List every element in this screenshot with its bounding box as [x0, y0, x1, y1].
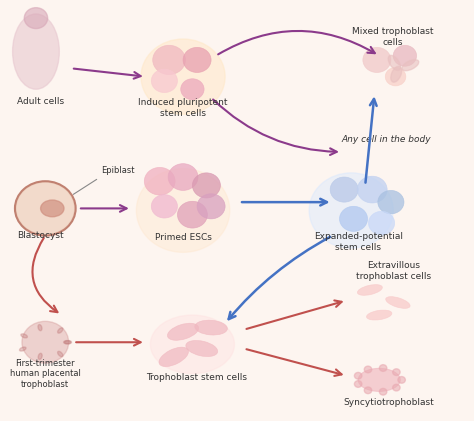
Text: Adult cells: Adult cells	[17, 97, 64, 106]
Circle shape	[363, 48, 391, 72]
Ellipse shape	[388, 55, 401, 70]
Ellipse shape	[41, 200, 64, 217]
Text: Mixed trophoblast
cells: Mixed trophoblast cells	[353, 27, 434, 47]
Ellipse shape	[386, 297, 410, 308]
Text: Primed ESCs: Primed ESCs	[155, 233, 211, 242]
Ellipse shape	[167, 323, 199, 340]
Text: Expanded-potential
stem cells: Expanded-potential stem cells	[314, 232, 403, 252]
Circle shape	[357, 176, 387, 203]
Ellipse shape	[58, 328, 63, 333]
Ellipse shape	[67, 341, 74, 344]
Circle shape	[192, 173, 220, 198]
Ellipse shape	[141, 39, 225, 115]
Text: Trophoblast stem cells: Trophoblast stem cells	[146, 373, 247, 382]
Ellipse shape	[402, 60, 419, 71]
Text: Extravillous
trophoblast cells: Extravillous trophoblast cells	[356, 261, 431, 281]
Ellipse shape	[137, 169, 230, 252]
Circle shape	[153, 45, 185, 75]
Circle shape	[197, 194, 225, 219]
Text: Any cell in the body: Any cell in the body	[341, 135, 431, 144]
Circle shape	[183, 48, 211, 72]
Circle shape	[379, 365, 387, 371]
Circle shape	[355, 373, 362, 379]
Circle shape	[385, 67, 406, 86]
Circle shape	[24, 8, 47, 29]
Ellipse shape	[150, 315, 235, 373]
Circle shape	[181, 79, 204, 100]
Circle shape	[355, 381, 362, 387]
Ellipse shape	[64, 341, 71, 344]
Circle shape	[393, 45, 417, 66]
Circle shape	[378, 190, 404, 214]
Circle shape	[379, 389, 387, 395]
Text: Blastocyst: Blastocyst	[18, 231, 64, 240]
Text: Epiblast: Epiblast	[101, 166, 135, 175]
Circle shape	[330, 177, 358, 202]
Circle shape	[364, 387, 372, 394]
Circle shape	[144, 168, 175, 195]
Ellipse shape	[195, 320, 228, 335]
Ellipse shape	[57, 351, 63, 357]
Circle shape	[151, 69, 177, 93]
Circle shape	[151, 195, 177, 218]
Ellipse shape	[159, 347, 189, 367]
Ellipse shape	[309, 173, 393, 248]
Circle shape	[177, 201, 207, 228]
Ellipse shape	[186, 341, 218, 357]
Circle shape	[339, 206, 367, 232]
Circle shape	[398, 376, 405, 383]
Ellipse shape	[38, 324, 42, 330]
Text: Syncytiotrophoblast: Syncytiotrophoblast	[343, 398, 434, 408]
Circle shape	[168, 164, 198, 190]
Ellipse shape	[366, 310, 392, 320]
Circle shape	[16, 182, 75, 235]
Text: Induced pluripotent
stem cells: Induced pluripotent stem cells	[138, 99, 228, 118]
Ellipse shape	[38, 353, 42, 359]
Circle shape	[364, 366, 372, 373]
Ellipse shape	[358, 368, 400, 392]
Ellipse shape	[391, 66, 401, 82]
Circle shape	[392, 384, 400, 391]
Text: First-trimester
human placental
trophoblast: First-trimester human placental trophobl…	[10, 359, 81, 389]
Ellipse shape	[23, 346, 29, 350]
Ellipse shape	[13, 14, 59, 89]
Circle shape	[368, 211, 395, 235]
Circle shape	[392, 369, 400, 376]
Ellipse shape	[22, 321, 69, 363]
Ellipse shape	[22, 334, 28, 338]
Ellipse shape	[357, 285, 383, 295]
